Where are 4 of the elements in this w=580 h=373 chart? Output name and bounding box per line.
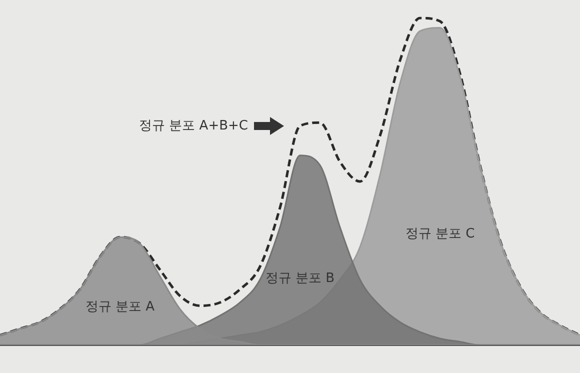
series-label: 정규 분포 A xyxy=(85,300,155,315)
series-label: 정규 분포 C xyxy=(405,226,475,242)
series-label: 정규 분포 B xyxy=(265,270,335,286)
legend-label: 정규 분포 A+B+C xyxy=(139,118,248,134)
